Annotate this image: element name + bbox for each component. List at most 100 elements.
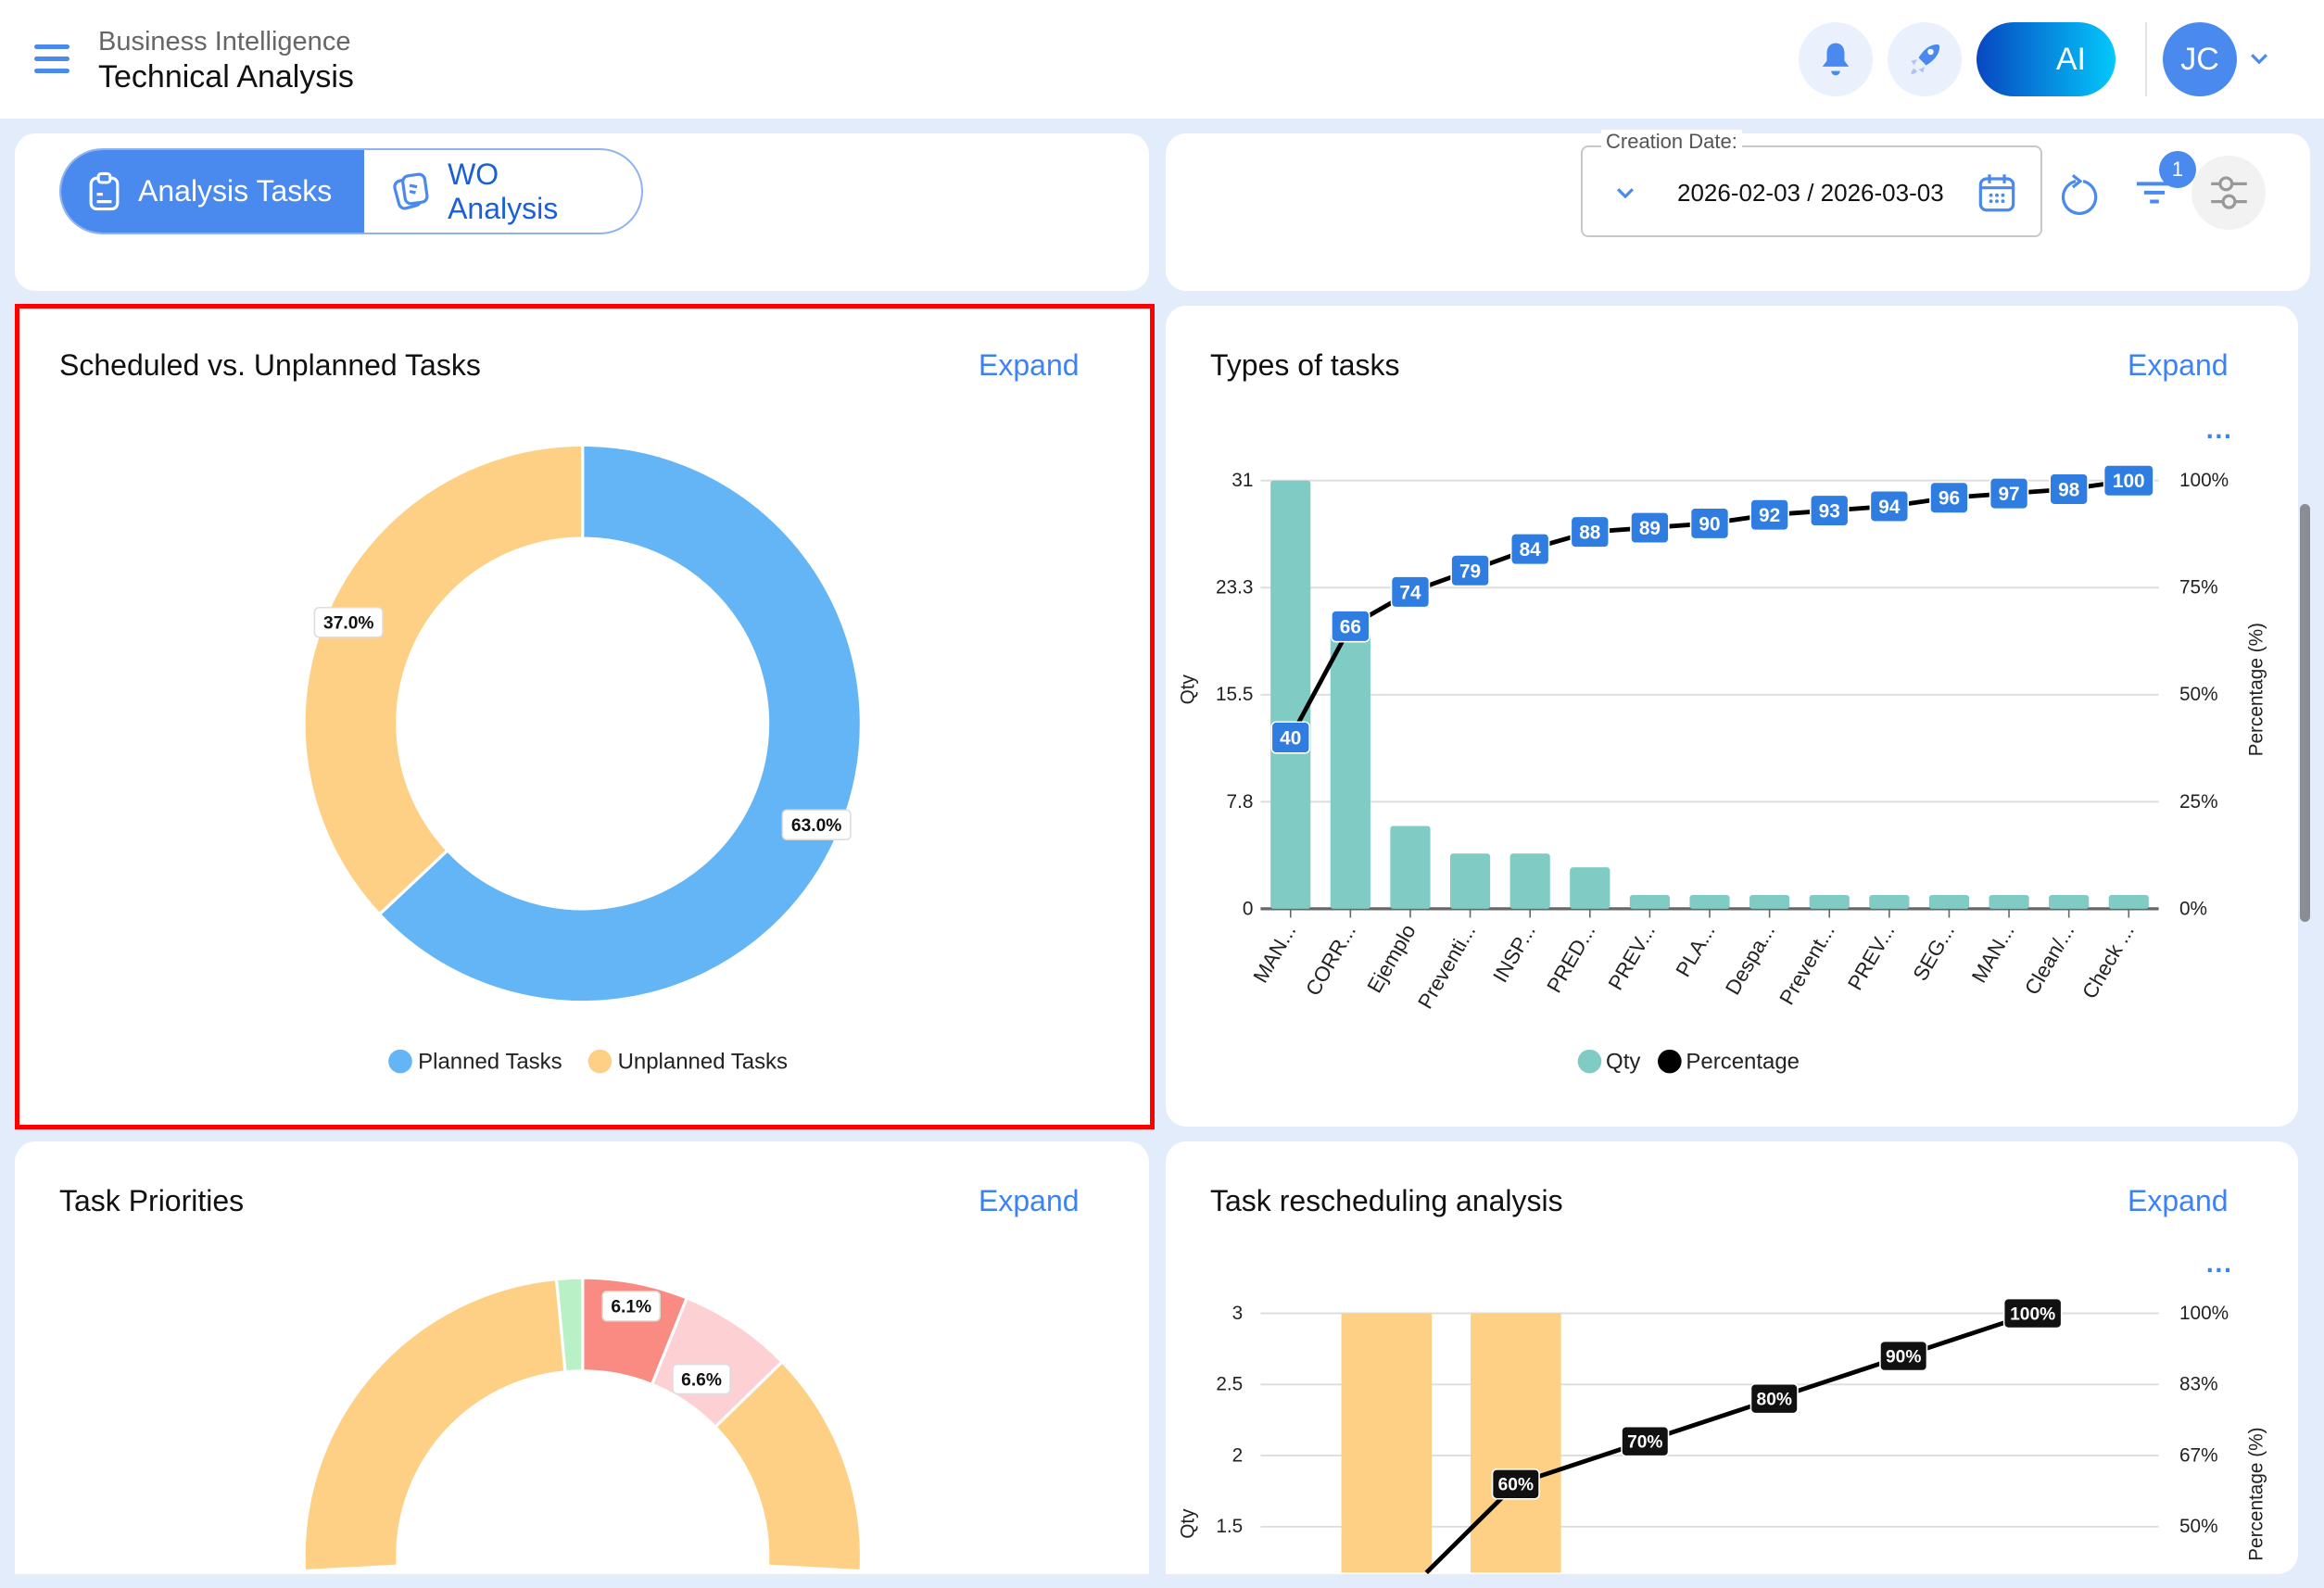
chevron-down-icon[interactable] [1615,186,1636,201]
pareto-chart: 31 100%23.3 75%15.5 50%7.8 25%0 0%MAN... CORR.… [1177,422,2267,1075]
date-range-value: 2026-02-03 / 2026-03-03 [1677,179,1944,207]
x-tick-label: MAN... [1249,920,1301,987]
refresh-icon[interactable] [2061,172,2103,217]
percentage-label-bg [1630,510,1670,545]
divider [2145,22,2147,96]
scheduled-vs-unplanned-card: Scheduled vs. Unplanned Tasks Expand 63.… [15,306,1152,1127]
percentage-label-bg [1450,554,1490,587]
scrollbar[interactable] [2300,504,2310,922]
percentage-label: 80% [1757,1391,1792,1410]
slice-label-bg [672,1363,731,1395]
y-axis-title: Qty [1177,674,1198,704]
percentage-label-bg [1509,533,1550,566]
more-options-icon: ··· [2206,1256,2233,1286]
legend-label: Qty [1606,1050,1640,1075]
percentage-label: 90% [1886,1347,1921,1367]
y2-tick-label: 83% [2179,1374,2218,1395]
slice-label: 63.0% [791,816,841,836]
badge-count: 1 [2171,158,2184,181]
card-title: Task Priorities [59,1184,245,1217]
expand-button[interactable]: Expand [2128,1184,2229,1217]
view-tabs: Analysis Tasks WO Analysis [59,148,643,234]
percentage-label: 60% [1498,1476,1534,1495]
calendar-icon[interactable] [1977,171,2016,213]
y2-tick-label: 100% [2179,470,2229,491]
expand-button[interactable]: Expand [2128,348,2229,382]
sliders-icon [2210,176,2247,209]
percentage-label-bg [2103,464,2154,498]
clipboard-icon [89,171,120,211]
y-tick-label: 7.8 [1227,791,1254,813]
bar [1869,894,1910,909]
percentage-label: 97 [1999,484,2020,505]
tab-analysis-tasks[interactable]: Analysis Tasks [61,150,364,233]
x-tick-label: Prevent... [1775,920,1839,1008]
x-tick-label: SEG... [1909,920,1960,985]
percentage-label: 84 [1520,539,1542,561]
percentage-label: 79 [1459,561,1481,582]
breadcrumb[interactable]: Business Intelligence [98,27,351,57]
percentage-label-bg [1929,481,1969,514]
y2-tick-label: 75% [2179,577,2218,599]
x-tick-label: CORR... [1301,920,1360,1000]
ai-button[interactable]: AI [1977,22,2116,96]
x-tick-label: INSP... [1488,920,1540,986]
types-of-tasks-card: Types of tasks Expand 31 100% 23.3 75% 15.5 5… [1166,306,2298,1127]
legend-label: Percentage [1686,1050,1800,1075]
settings-sliders-button[interactable] [2191,156,2266,230]
filter-icon[interactable] [2135,178,2174,210]
creation-date-label: Creation Date: [1601,130,1742,154]
percentage-label-bg [2049,473,2089,506]
legend-swatch [1577,1049,1602,1074]
slice-label-bg [313,606,384,638]
donut-slice [713,1359,864,1573]
card-title: Scheduled vs. Unplanned Tasks [59,348,481,382]
y-tick-label: 23.3 [1216,577,1253,599]
y-tick-label: 3 [1232,1303,1244,1324]
y-axis-title: Qty [1177,1508,1198,1539]
y2-tick-label: 67% [2179,1444,2218,1466]
percentage-label: 93 [1819,501,1840,523]
bar [1570,867,1610,909]
avatar[interactable]: JC [2163,22,2237,96]
bar [1270,480,1311,909]
percentage-label-bg [1270,721,1311,754]
expand-button[interactable]: Expand [979,348,1080,382]
menu-icon[interactable] [34,44,69,74]
percentage-label-bg [1331,610,1370,643]
ai-label: AI [2055,41,2086,77]
x-tick-label: Clean/... [2020,920,2078,999]
bar [1341,1313,1433,1573]
bar [2108,894,2149,909]
bar [1928,894,1970,909]
legend-swatch [388,1049,412,1074]
bar [1809,894,1850,909]
chevron-down-icon[interactable] [2249,52,2269,67]
tab-wo-analysis[interactable]: WO Analysis [364,150,641,233]
page-title: Technical Analysis [98,59,354,95]
rocket-button[interactable] [1888,22,1962,96]
x-tick-label: MAN... [1967,920,2019,987]
expand-button[interactable]: Expand [979,1184,1080,1217]
bar [1449,853,1491,909]
avatar-initials: JC [2180,41,2219,77]
percentage-label: 90 [1699,513,1720,535]
y2-tick-label: 25% [2179,791,2218,813]
bar [1390,826,1431,909]
creation-date-field[interactable]: 2026-02-03 / 2026-03-03 [1581,145,2042,237]
slice-label: 6.6% [681,1370,722,1390]
donut-slice [302,1277,567,1573]
percentage-label-bg [1749,498,1789,532]
notifications-button[interactable] [1799,22,1873,96]
app-header: Business Intelligence Technical Analysis… [0,0,2324,119]
more-options-icon: ··· [2206,422,2233,451]
bar [1989,894,2029,909]
percentage-label: 100 [2113,471,2145,492]
donut-slice [377,443,863,1004]
percentage-label-bg [1689,507,1730,540]
y-tick-label: 0 [1243,898,1254,919]
documents-icon [392,172,429,210]
percentage-label: 92 [1759,505,1780,526]
donut-chart: 6.1% 6.6% [302,1276,864,1573]
y-tick-label: 1.5 [1216,1516,1243,1537]
